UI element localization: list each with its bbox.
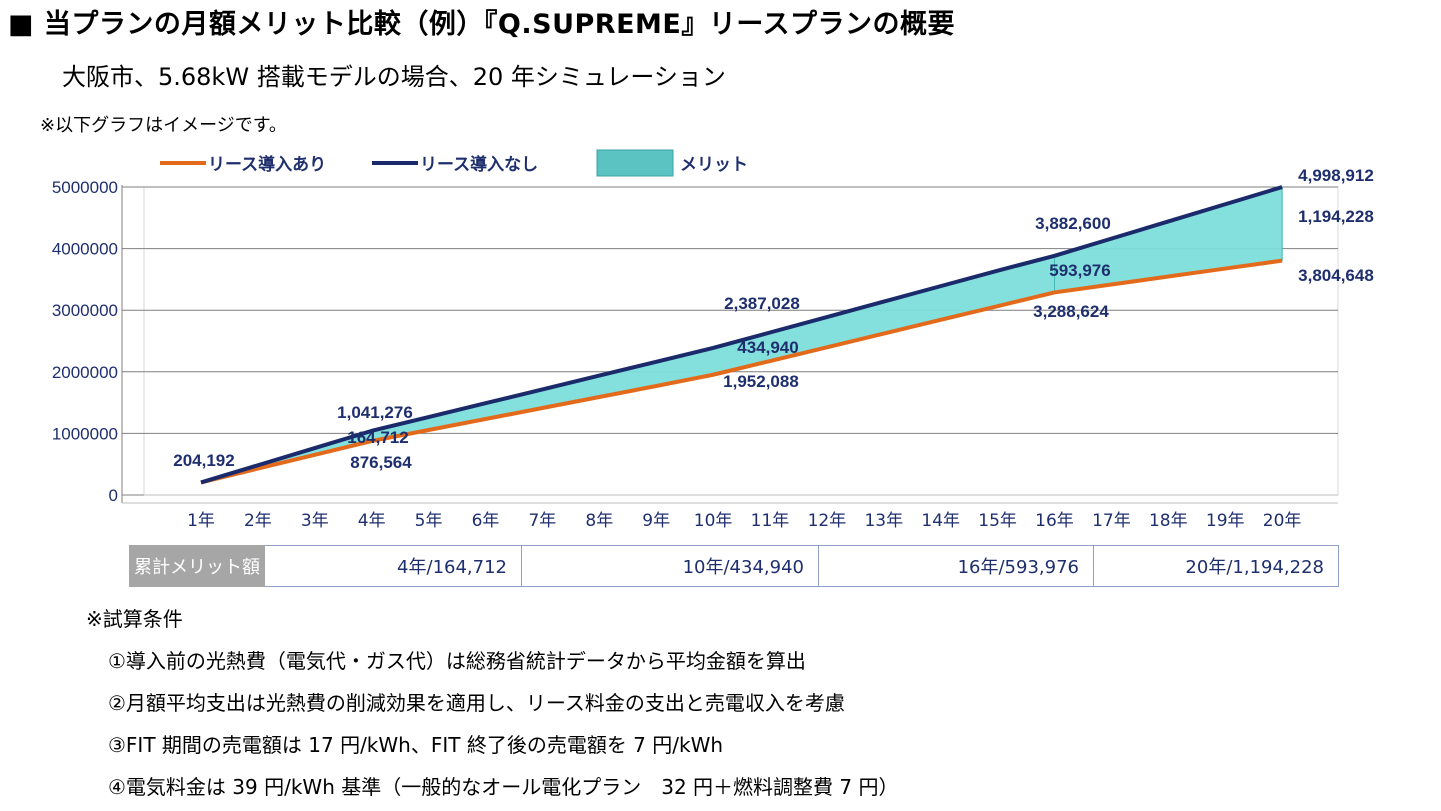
y-tick-label: 1000000: [52, 424, 118, 443]
x-tick-label: 13年: [864, 511, 903, 531]
x-tick-label: 11年: [751, 511, 790, 531]
data-label: 1,952,088: [723, 372, 799, 391]
data-label: 204,192: [173, 451, 234, 470]
merit-table-row: 累計メリット額 4年/164,712 10年/434,940 16年/593,9…: [129, 545, 1339, 587]
series-line-with-lease: [200, 258, 1283, 485]
data-label: 2,387,028: [724, 294, 800, 313]
y-tick-label: 2000000: [52, 363, 118, 382]
x-tick-label: 20年: [1263, 511, 1302, 531]
x-tick-label: 7年: [528, 511, 556, 531]
data-label: 3,804,648: [1298, 266, 1374, 285]
x-tick-label: 4年: [358, 511, 386, 531]
legend-label-without-lease: リース導入なし: [420, 154, 538, 175]
condition-item-1: ①導入前の光熱費（電気代・ガス代）は総務省統計データから平均金額を算出: [108, 649, 806, 673]
merit-table-header: 累計メリット額: [129, 545, 265, 587]
data-label: 1,194,228: [1298, 207, 1374, 226]
condition-item-3: ③FIT 期間の売電額は 17 円/kWh、FIT 終了後の売電額を 7 円/k…: [108, 733, 724, 757]
x-tick-label: 10年: [694, 511, 733, 531]
x-tick-label: 2年: [244, 511, 272, 531]
x-tick-label: 3年: [301, 511, 329, 531]
chart-legend: リース導入あり リース導入なし メリット: [160, 149, 748, 177]
data-label: 164,712: [347, 428, 408, 447]
page-title: ■ 当プランの月額メリット比較（例）『Q.SUPREME』リースプランの概要: [8, 9, 955, 40]
x-tick-label: 16年: [1035, 511, 1074, 531]
data-label: 4,998,912: [1298, 166, 1374, 185]
y-tick-label: 5000000: [52, 178, 118, 197]
conditions-heading: ※試算条件: [86, 607, 183, 631]
y-tick-label: 3000000: [52, 301, 118, 320]
data-label: 593,976: [1049, 261, 1110, 280]
series-line-without-lease: [200, 185, 1283, 485]
x-tick-label: 18年: [1149, 511, 1188, 531]
merit-cell-year20: 20年/1,194,228: [1093, 545, 1339, 587]
legend-label-merit: メリット: [680, 155, 748, 175]
x-tick-label: 15年: [978, 511, 1017, 531]
y-tick-label: 4000000: [52, 240, 118, 259]
merit-cell-year10: 10年/434,940: [521, 545, 819, 587]
merit-cell-year4: 4年/164,712: [264, 545, 522, 587]
x-tick-label: 14年: [921, 511, 960, 531]
x-tick-label: 8年: [585, 511, 613, 531]
data-label: 3,882,600: [1035, 214, 1111, 233]
conditions: ※試算条件 ①導入前の光熱費（電気代・ガス代）は総務省統計データから平均金額を算…: [86, 598, 898, 808]
x-tick-label: 9年: [642, 511, 670, 531]
data-label: 1,041,276: [337, 403, 413, 422]
data-label: 3,288,624: [1033, 302, 1109, 321]
plot-area: 0 1000000 2000000 3000000 4000000 5000000 1年 2年…: [52, 166, 1374, 531]
x-tick-label: 6年: [472, 511, 500, 531]
page-subtitle: 大阪市、5.68kW 搭載モデルの場合、20 年シミュレーション: [62, 63, 726, 91]
condition-item-2: ②月額平均支出は光熱費の削減効果を適用し、リース料金の支出と売電収入を考慮: [108, 691, 845, 715]
x-tick-label: 5年: [415, 511, 443, 531]
data-label: 876,564: [350, 453, 412, 472]
image-note: ※以下グラフはイメージです。: [40, 115, 287, 136]
condition-item-4: ④電気料金は 39 円/kWh 基準（一般的なオール電化プラン 32 円＋燃料調…: [108, 775, 899, 799]
x-tick-label: 1年: [187, 511, 215, 531]
merit-table: 累計メリット額 4年/164,712 10年/434,940 16年/593,9…: [129, 545, 1339, 587]
x-tick-label: 17年: [1092, 511, 1131, 531]
merit-cell-year16: 16年/593,976: [818, 545, 1094, 587]
x-tick-label: 19年: [1206, 511, 1245, 531]
data-label: 434,940: [737, 338, 798, 357]
merit-chart: リース導入あり リース導入なし メリット 0 1000000 2000000 3000…: [52, 149, 1374, 531]
legend-label-with-lease: リース導入あり: [208, 154, 326, 175]
legend-swatch-merit: [596, 149, 674, 177]
x-tick-label: 12年: [808, 511, 847, 531]
y-tick-label: 0: [109, 486, 118, 505]
